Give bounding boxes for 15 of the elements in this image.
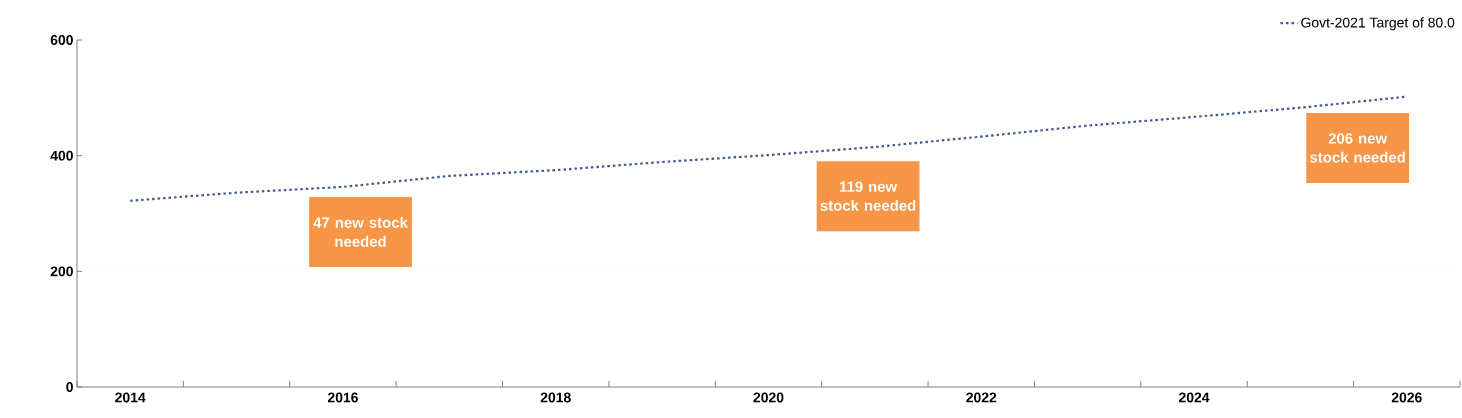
- x-tick-label: 2018: [540, 392, 571, 403]
- annotation: 206 new stock needed: [1310, 133, 1405, 163]
- annotation: 119 new stock needed: [820, 181, 916, 211]
- y-tick-label: 400: [50, 150, 73, 161]
- x-tick-label: 2020: [753, 392, 784, 403]
- legend-label: Govt-2021 Target of 80.0: [1301, 17, 1455, 31]
- x-tick-label: 2024: [1179, 392, 1210, 403]
- y-tick-label: 600: [50, 35, 73, 45]
- x-tick-label: 2022: [966, 392, 997, 403]
- annotation: 47 new stock needed: [313, 216, 408, 247]
- y-tick-label: 200: [50, 266, 73, 277]
- y-tick-label: 0: [66, 382, 73, 392]
- x-tick-label: 2014: [115, 392, 146, 403]
- x-tick-label: 2026: [1391, 392, 1422, 403]
- x-tick-label: 2016: [327, 392, 358, 403]
